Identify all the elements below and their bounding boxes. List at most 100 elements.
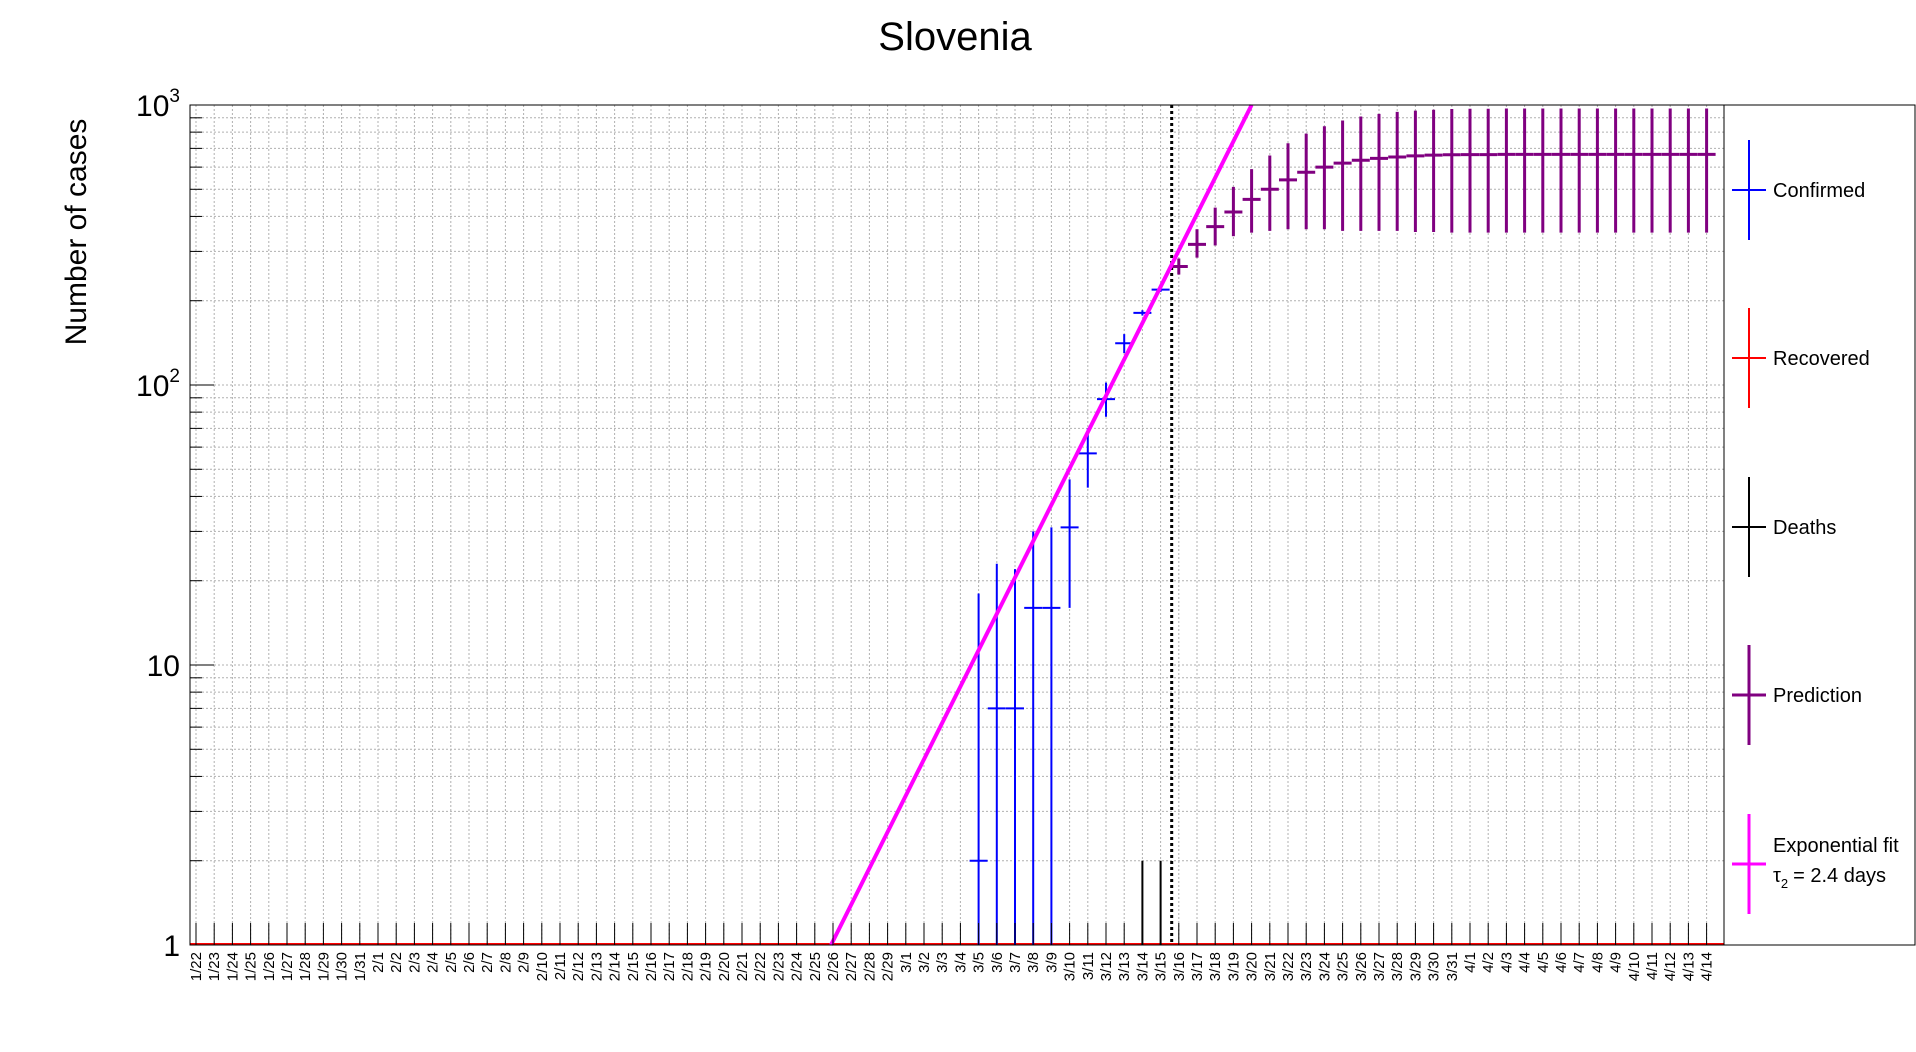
chart-title: Slovenia (878, 15, 1032, 59)
x-tick-label: 1/24 (224, 952, 241, 981)
legend-label: Prediction (1773, 685, 1862, 707)
confirmed-point (1078, 428, 1097, 488)
prediction-point (1570, 108, 1589, 233)
legend-label: Recovered (1773, 348, 1870, 370)
x-tick-label: 2/5 (443, 952, 460, 973)
x-tick-label: 3/14 (1134, 952, 1151, 981)
prediction-point (1515, 108, 1534, 233)
x-tick-label: 4/13 (1680, 952, 1697, 981)
confirmed-point (1006, 569, 1024, 945)
prediction-point (1533, 108, 1552, 233)
legend-item: Exponential fit τ2 = 2.4 days (1732, 814, 1899, 914)
x-tick-label: 3/2 (916, 952, 933, 973)
x-tick-label: 3/7 (1007, 952, 1024, 973)
prediction-point (1351, 116, 1370, 231)
x-tick-label: 2/10 (534, 952, 551, 981)
x-tick-label: 3/29 (1407, 952, 1424, 981)
prediction-point (1406, 110, 1425, 232)
legend-label: Deaths (1773, 517, 1836, 539)
prediction-point (1606, 108, 1625, 233)
y-tick-label: 102 (136, 366, 180, 403)
x-tick-label: 2/16 (643, 952, 660, 981)
prediction-point (1260, 155, 1279, 231)
prediction-point (1442, 108, 1461, 233)
axes: 1/22 1/23 1/24 1/25 1/26 1/27 1/28 1/29 1/30 1/31… (136, 86, 1716, 981)
prediction-point (1388, 111, 1407, 231)
prediction-point (1624, 108, 1643, 233)
x-tick-label: 3/12 (1098, 952, 1115, 981)
x-tick-label: 1/28 (297, 952, 314, 981)
confirmed-point (1024, 531, 1043, 945)
x-tick-label: 3/3 (934, 952, 951, 973)
confirmed-point (1042, 527, 1061, 945)
x-tick-label: 4/7 (1571, 952, 1588, 973)
prediction-point (1497, 108, 1516, 233)
x-tick-label: 3/26 (1353, 952, 1370, 981)
x-tick-label: 4/3 (1498, 952, 1515, 973)
x-tick-label: 2/26 (825, 952, 842, 981)
x-tick-label: 3/16 (1171, 952, 1188, 981)
legend-label: Exponential fit (1773, 835, 1899, 857)
x-tick-label: 2/19 (698, 952, 715, 981)
x-tick-label: 3/10 (1062, 952, 1079, 981)
y-tick-label: 1 (163, 930, 180, 963)
x-tick-label: 2/3 (406, 952, 423, 973)
x-tick-label: 4/2 (1480, 952, 1497, 973)
x-tick-label: 3/5 (971, 952, 988, 973)
prediction-point (1188, 229, 1206, 258)
x-tick-label: 2/7 (479, 952, 496, 973)
plot-frame (189, 104, 1725, 946)
legend-item: Prediction (1732, 645, 1862, 745)
prediction-point (1206, 207, 1225, 246)
prediction-point (1333, 120, 1352, 231)
x-tick-label: 3/15 (1153, 952, 1170, 981)
x-tick-label: 1/27 (279, 952, 296, 981)
prediction-point (1242, 169, 1261, 233)
y-tick-label: 10 (147, 650, 180, 683)
x-tick-label: 2/2 (388, 952, 405, 973)
x-tick-label: 3/1 (898, 952, 915, 973)
x-tick-label: 3/30 (1426, 952, 1443, 981)
x-tick-label: 2/12 (570, 952, 587, 981)
prediction-point (1424, 109, 1443, 232)
prediction-point (1370, 113, 1388, 231)
legend-box (1723, 104, 1916, 946)
legend-label: Confirmed (1773, 180, 1865, 202)
x-tick-label: 2/23 (770, 952, 787, 981)
prediction-point (1643, 108, 1661, 233)
prediction-point (1461, 108, 1479, 233)
x-tick-label: 1/25 (243, 952, 260, 981)
legend: Confirmed Recovered Deaths Prediction Expone… (1723, 104, 1916, 946)
plot-marks (190, 104, 1724, 946)
prediction-point (1297, 133, 1316, 230)
confirmed-point (987, 563, 1006, 945)
x-tick-label: 2/18 (679, 952, 696, 981)
x-tick-label: 2/20 (716, 952, 733, 981)
prediction-point (1279, 143, 1297, 230)
x-tick-label: 4/9 (1608, 952, 1625, 973)
x-tick-label: 3/31 (1444, 952, 1461, 981)
y-tick-label: 103 (136, 86, 180, 123)
x-tick-label: 3/13 (1116, 952, 1133, 981)
x-tick-label: 2/14 (607, 952, 624, 981)
x-tick-label: 2/25 (807, 952, 824, 981)
x-tick-label: 3/8 (1025, 952, 1042, 973)
x-tick-label: 3/6 (989, 952, 1006, 973)
x-tick-label: 2/28 (861, 952, 878, 981)
grid (190, 105, 1724, 945)
x-tick-label: 4/10 (1626, 952, 1643, 981)
x-tick-label: 3/28 (1389, 952, 1406, 981)
x-tick-label: 3/19 (1225, 952, 1242, 981)
x-tick-label: 2/15 (625, 952, 642, 981)
x-tick-label: 1/23 (206, 952, 223, 981)
x-tick-label: 2/8 (497, 952, 514, 973)
x-tick-label: 1/30 (334, 952, 351, 981)
prediction-point (1661, 108, 1680, 233)
x-tick-label: 4/12 (1662, 952, 1679, 981)
x-tick-label: 2/13 (588, 952, 605, 981)
x-tick-label: 4/6 (1553, 952, 1570, 973)
x-tick-label: 4/1 (1462, 952, 1479, 973)
x-tick-label: 1/22 (188, 952, 205, 981)
x-tick-label: 2/27 (843, 952, 860, 981)
x-tick-label: 4/11 (1644, 952, 1661, 980)
